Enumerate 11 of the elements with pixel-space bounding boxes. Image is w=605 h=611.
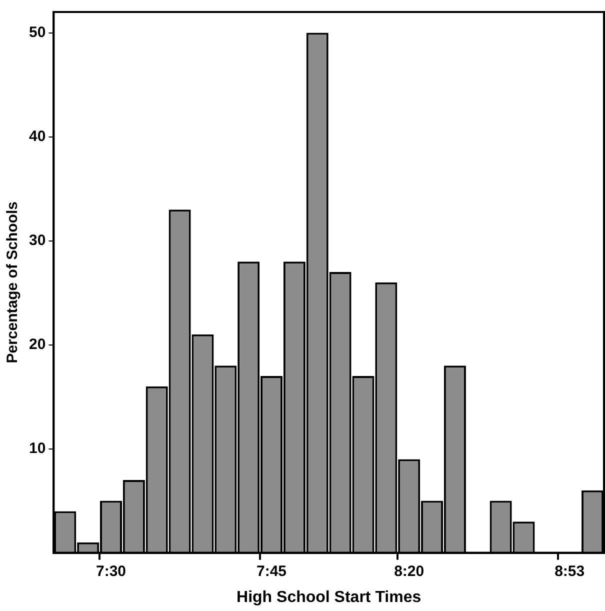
y-tick-label: 30 [28, 232, 46, 249]
x-tick-label: 7:45 [256, 562, 287, 580]
x-axis-title: High School Start Times [236, 588, 422, 606]
x-tick-label: 8:20 [394, 562, 424, 580]
y-tick-label: 20 [28, 336, 46, 353]
x-tick-label: 7:30 [96, 562, 126, 580]
y-tick-label: 10 [28, 440, 46, 457]
y-tick-label: 40 [28, 128, 46, 145]
y-tick-label: 50 [28, 24, 46, 41]
x-tick-label: 8:53 [554, 562, 585, 580]
y-axis-title: Percentage of Schools [4, 202, 22, 364]
